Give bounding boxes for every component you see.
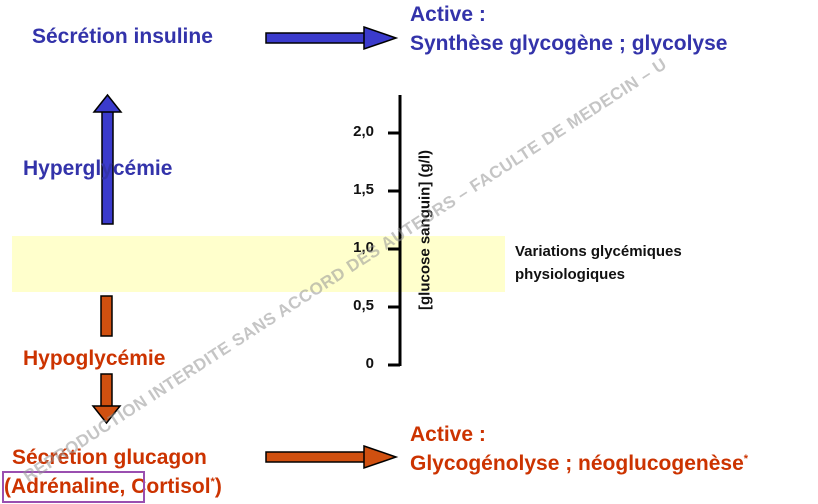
tick-label-0-5: 0,5 [353,297,374,314]
glucagon-secretion-label: Sécrétion glucagon [12,446,207,469]
adrenaline-label: Adrénaline, [11,475,126,498]
hyperglycemia-label: Hyperglycémie [23,157,173,180]
insulin-secretion-label: Sécrétion insuline [32,25,213,48]
tick-label-1-0: 1,0 [353,239,374,256]
hyperglycemia-up-arrow [92,93,123,225]
hypoglycemia-down-arrow [91,295,122,425]
tick-label-2-0: 2,0 [353,123,374,140]
glucagon-effect-text: Glycogénolyse ; néoglucogenèse [410,452,744,475]
cortisol-footnote-mark: * [210,476,215,488]
hypoglycemia-label: Hypoglycémie [23,347,166,370]
effect-footnote-mark: * [743,453,749,465]
insulin-effect-arrow [265,25,399,51]
hormones-open-paren: ( [4,475,11,498]
glucagon-effect-arrow [265,444,399,470]
tick-label-0: 0 [365,355,374,372]
band-label-line-2: physiologiques [515,266,626,283]
adrenaline-highlight-box [2,471,145,503]
glucose-axis [388,95,402,367]
physiological-range-band [12,236,505,292]
glucagon-active-label: Active : [410,423,486,446]
band-label-line-1: Variations glycémiques [515,243,682,260]
insulin-active-label: Active : [410,3,486,26]
cortisol-label: Cortisol [125,475,211,498]
insulin-effect-label: Synthèse glycogène ; glycolyse [410,32,728,55]
hormones-label: (Adrénaline, Cortisol*) [4,475,222,499]
glucagon-effect-label: Glycogénolyse ; néoglucogenèse* [410,452,748,476]
physiological-range-label: Variations glycémiques physiologiques [515,240,682,286]
tick-label-1-5: 1,5 [353,181,374,198]
hormones-close-paren: ) [214,475,222,498]
